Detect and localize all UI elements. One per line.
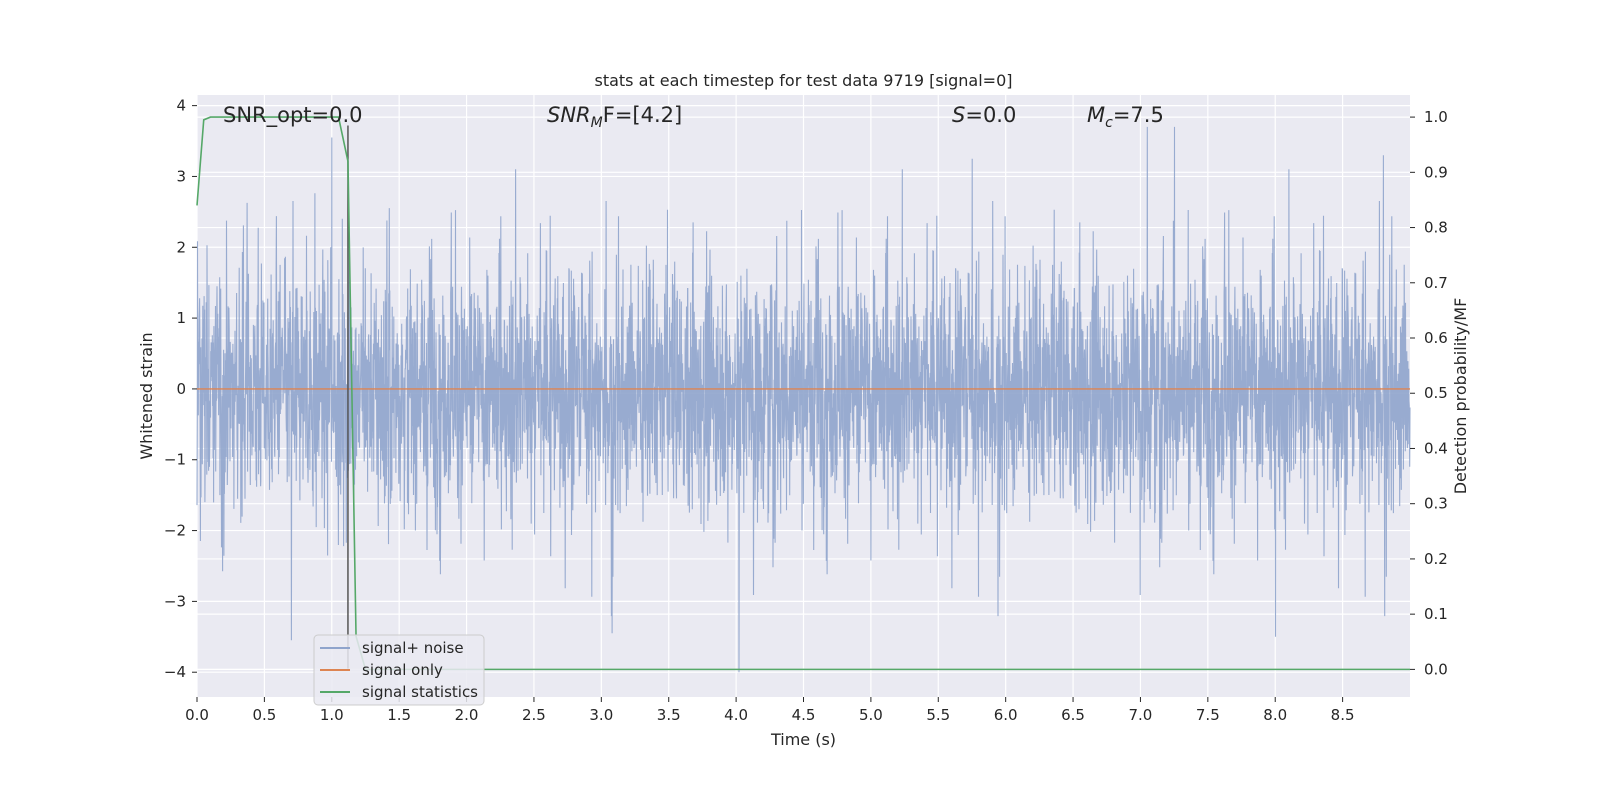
y-tick-label-2: −2 [164, 522, 186, 540]
y2-tick-label-2: 0.2 [1424, 550, 1448, 568]
legend-box [313, 634, 485, 706]
y2-tick-label-1: 0.1 [1424, 605, 1448, 623]
x-tick-label-10: 5.0 [859, 706, 883, 724]
series-signal-noise [196, 126, 1411, 673]
x-tick-label-2: 1.0 [320, 706, 344, 724]
annotation-snr-mf-var: SNR [547, 103, 591, 127]
y-tick-label-7: 3 [176, 167, 186, 185]
x-tick-label-1: 0.5 [252, 706, 276, 724]
x-tick-label-4: 2.0 [455, 706, 479, 724]
annotation-snr-opt: SNR_opt=0.0 [223, 103, 363, 128]
y2-tick-label-10: 1.0 [1424, 108, 1448, 126]
y-tick-label-5: 1 [176, 309, 186, 327]
legend-label-signal-noise: signal+ noise [362, 639, 464, 657]
x-tick-label-9: 4.5 [792, 706, 816, 724]
y-tick-label-3: −1 [164, 451, 186, 469]
y-tick-label-8: 4 [176, 97, 186, 115]
x-tick-label-6: 3.0 [589, 706, 613, 724]
x-tick-label-5: 2.5 [522, 706, 546, 724]
annotation-s-value: =0.0 [965, 103, 1016, 127]
y-tick-label-4: 0 [176, 380, 186, 398]
y-tick-label-6: 2 [176, 238, 186, 256]
ticks: 0.0 0.5 1.0 1.5 2.0 2.5 3.0 3.5 4.0 4.5 5.0 5.5 6.0 6… [164, 97, 1448, 724]
x-tick-label-0: 0.0 [185, 706, 209, 724]
x-tick-label-16: 8.0 [1263, 706, 1287, 724]
x-tick-label-11: 5.5 [926, 706, 950, 724]
x-axis-label: Time (s) [770, 730, 836, 749]
x-tick-label-17: 8.5 [1331, 706, 1355, 724]
x-tick-label-12: 6.0 [994, 706, 1018, 724]
x-tick-label-13: 6.5 [1061, 706, 1085, 724]
annotation-snr-mf: SNRMF=[4.2] [547, 103, 682, 131]
annotation-mc-var: M [1087, 103, 1105, 127]
annotation-mc: Mc=7.5 [1087, 103, 1164, 131]
x-tick-label-15: 7.5 [1196, 706, 1220, 724]
y2-tick-label-4: 0.4 [1424, 439, 1448, 457]
y2-tick-label-0: 0.0 [1424, 660, 1448, 678]
y-tick-label-1: −3 [164, 592, 186, 610]
legend-label-signal-only: signal only [362, 661, 443, 679]
y2-tick-label-3: 0.3 [1424, 495, 1448, 513]
x-tick-label-3: 1.5 [387, 706, 411, 724]
y2-tick-label-8: 0.8 [1424, 219, 1448, 237]
legend-label-signal-statistics: signal statistics [362, 683, 478, 701]
annotation-mc-value: =7.5 [1113, 103, 1164, 127]
y-tick-label-0: −4 [164, 663, 186, 681]
noise-trace [196, 126, 1411, 673]
annotation-mc-sub: c [1105, 115, 1113, 131]
x-tick-label-7: 3.5 [657, 706, 681, 724]
annotation-snr-mf-sub: M [591, 115, 603, 131]
y2-tick-label-7: 0.7 [1424, 274, 1448, 292]
chart-title: stats at each timestep for test data 971… [594, 71, 1012, 90]
y2-tick-label-9: 0.9 [1424, 163, 1448, 181]
legend: signal+ noise signal only signal statist… [313, 634, 485, 706]
x-tick-label-14: 7.0 [1129, 706, 1153, 724]
y2-axis-label: Detection probability/MF [1451, 298, 1470, 495]
y2-tick-label-5: 0.5 [1424, 384, 1448, 402]
annotation-s-var: S [952, 103, 965, 127]
annotation-s-stat: S=0.0 [952, 103, 1016, 127]
y2-tick-label-6: 0.6 [1424, 329, 1448, 347]
y-axis-label: Whitened strain [137, 332, 156, 459]
annotation-snr-mf-rest: F=[4.2] [603, 103, 682, 127]
x-tick-label-8: 4.0 [724, 706, 748, 724]
